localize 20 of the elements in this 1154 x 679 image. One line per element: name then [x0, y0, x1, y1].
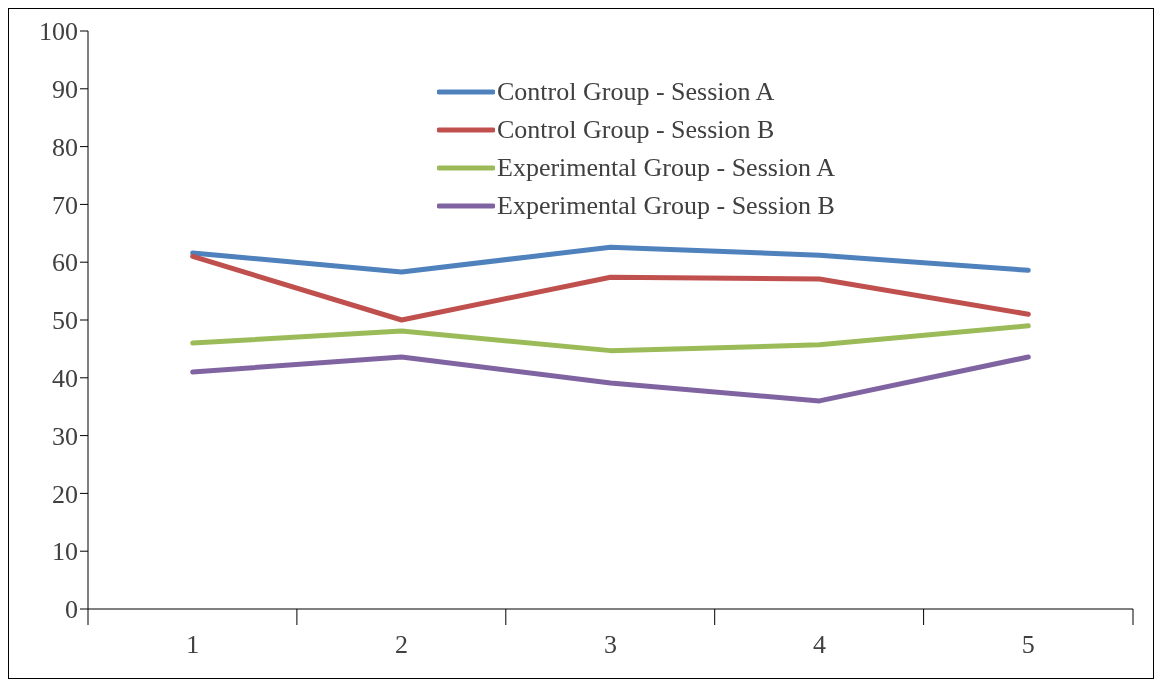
y-tick-label: 20: [52, 479, 78, 509]
legend-label: Experimental Group - Session B: [497, 190, 835, 222]
x-tick-label: 3: [604, 630, 617, 659]
x-tick-label: 4: [812, 630, 826, 659]
y-tick-label: 30: [52, 421, 78, 451]
y-tick-label: 40: [52, 364, 78, 394]
x-tick-label: 1: [186, 630, 200, 659]
y-tick-label: 80: [52, 132, 78, 162]
y-tick-label: 100: [39, 17, 78, 47]
y-tick-label: 90: [52, 75, 78, 105]
y-tick-label: 0: [65, 595, 78, 625]
x-tick-label: 2: [395, 630, 409, 659]
y-tick-label: 50: [52, 306, 78, 336]
legend-label: Control Group - Session B: [497, 114, 775, 146]
y-tick-label: 70: [52, 190, 78, 220]
y-tick-label: 10: [52, 537, 78, 567]
legend-label: Experimental Group - Session A: [497, 152, 835, 184]
x-tick-label: 5: [1021, 630, 1035, 659]
y-tick-label: 60: [52, 248, 78, 278]
legend-label: Control Group - Session A: [497, 76, 775, 108]
